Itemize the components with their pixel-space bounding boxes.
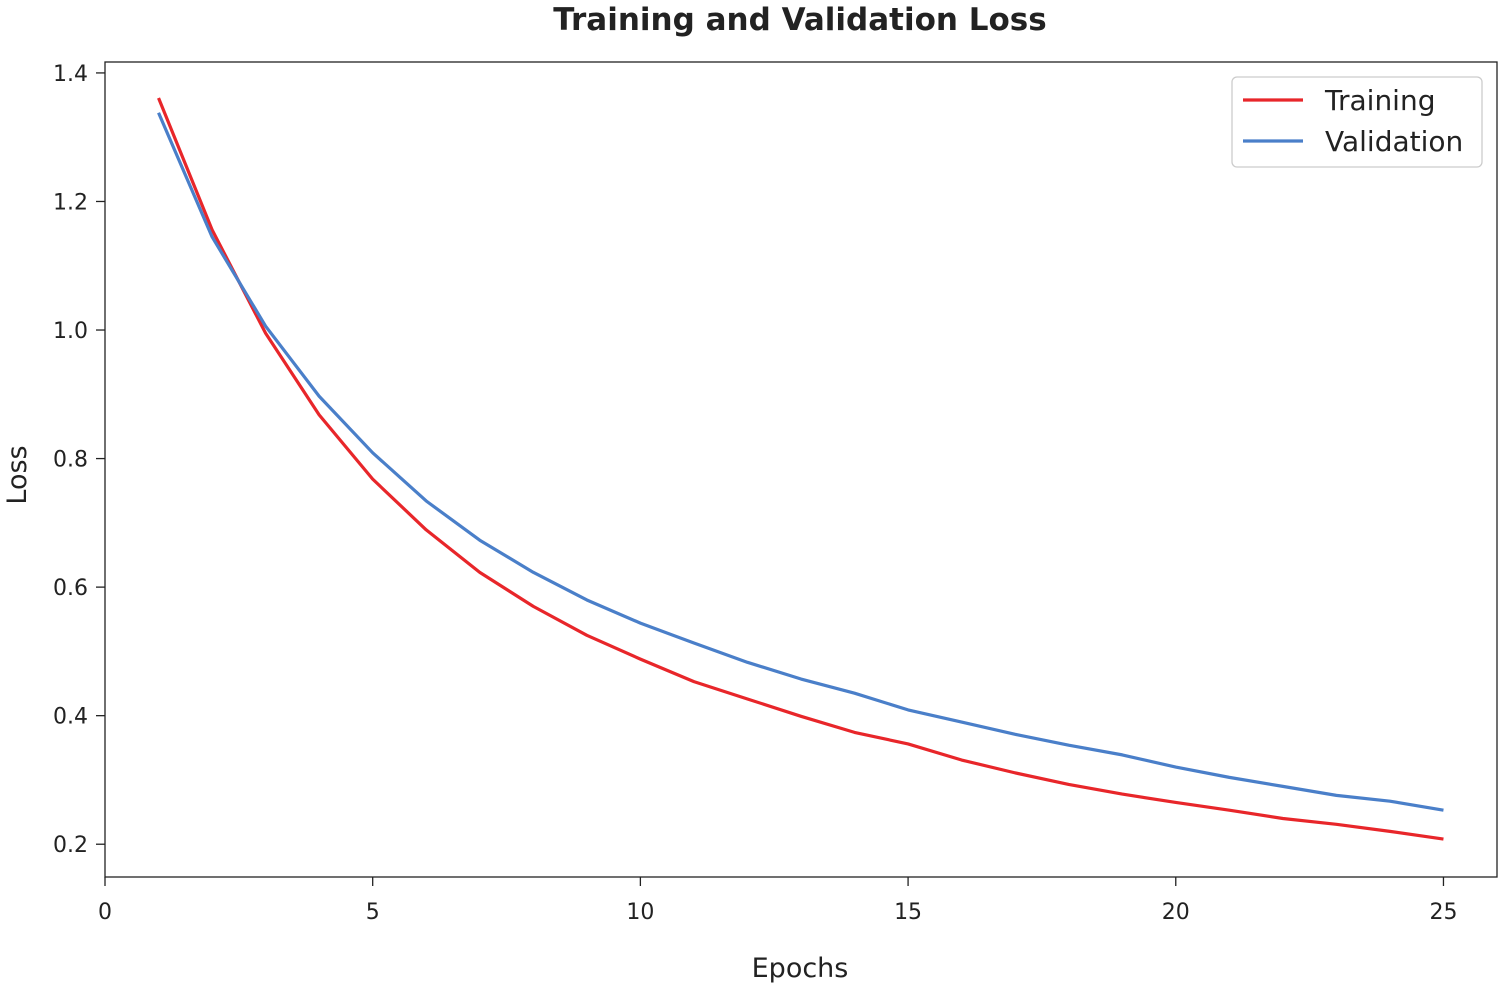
x-tick-label: 5 bbox=[366, 900, 380, 925]
x-tick-label: 25 bbox=[1429, 900, 1457, 925]
y-tick-label: 1.2 bbox=[53, 190, 88, 215]
plot-frame bbox=[104, 61, 1498, 878]
y-axis-label: Loss bbox=[2, 445, 33, 504]
y-tick-label: 1.0 bbox=[53, 319, 88, 344]
y-tick-label: 0.4 bbox=[53, 705, 88, 730]
y-tick-label: 1.4 bbox=[53, 62, 88, 87]
y-tick-label: 0.2 bbox=[53, 833, 88, 858]
x-axis-label: Epochs bbox=[752, 953, 849, 984]
series-line-validation bbox=[157, 112, 1444, 812]
x-tick-label: 15 bbox=[894, 900, 922, 925]
y-tick-label: 0.6 bbox=[53, 576, 88, 601]
legend-label-validation: Validation bbox=[1325, 125, 1463, 158]
x-tick-label: 0 bbox=[98, 900, 112, 925]
legend-label-training: Training bbox=[1324, 84, 1435, 117]
x-tick-label: 10 bbox=[626, 900, 654, 925]
chart-title: Training and Validation Loss bbox=[553, 2, 1046, 38]
y-tick-label: 0.8 bbox=[53, 448, 88, 473]
x-tick-label: 20 bbox=[1162, 900, 1190, 925]
series-line-training bbox=[157, 97, 1444, 841]
